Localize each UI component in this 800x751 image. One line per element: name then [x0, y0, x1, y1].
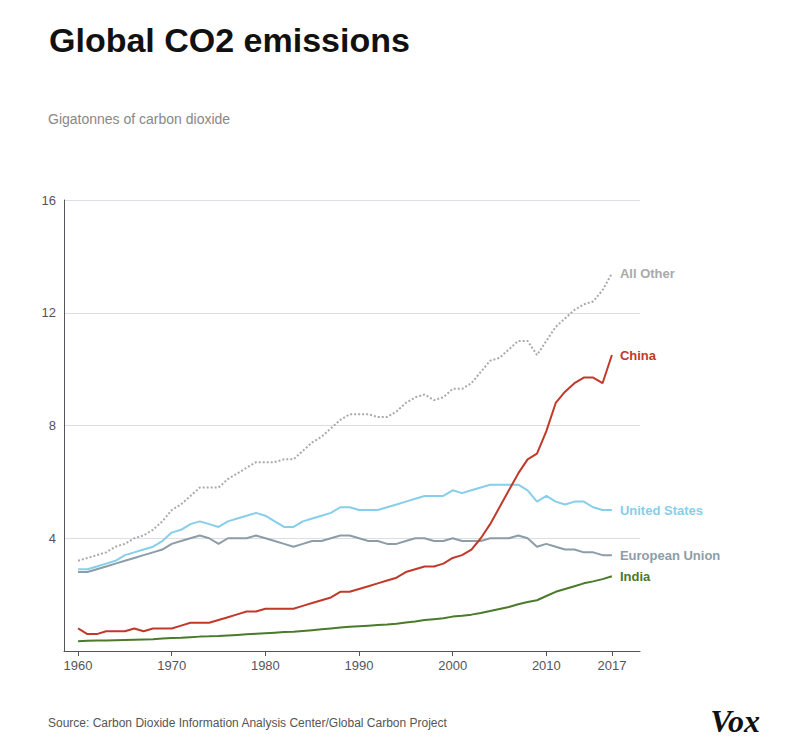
- svg-text:United States: United States: [620, 503, 703, 518]
- svg-text:India: India: [620, 569, 651, 584]
- svg-text:1990: 1990: [345, 658, 374, 673]
- svg-text:Global CO2 emissions: Global CO2 emissions: [49, 21, 410, 59]
- svg-text:Vox: Vox: [710, 703, 760, 739]
- svg-text:16: 16: [42, 193, 56, 208]
- svg-text:1980: 1980: [251, 658, 280, 673]
- svg-text:1970: 1970: [157, 658, 186, 673]
- svg-text:Gigatonnes of carbon dioxide: Gigatonnes of carbon dioxide: [48, 111, 230, 127]
- svg-text:China: China: [620, 348, 657, 363]
- svg-text:Source: Carbon Dioxide Informa: Source: Carbon Dioxide Information Analy…: [48, 716, 448, 730]
- svg-text:2000: 2000: [438, 658, 467, 673]
- svg-text:2010: 2010: [532, 658, 561, 673]
- svg-text:All Other: All Other: [620, 266, 675, 281]
- svg-text:1960: 1960: [64, 658, 93, 673]
- svg-text:4: 4: [49, 531, 56, 546]
- svg-text:8: 8: [49, 418, 56, 433]
- svg-text:European Union: European Union: [620, 548, 720, 563]
- svg-text:12: 12: [42, 305, 56, 320]
- svg-text:2017: 2017: [597, 658, 626, 673]
